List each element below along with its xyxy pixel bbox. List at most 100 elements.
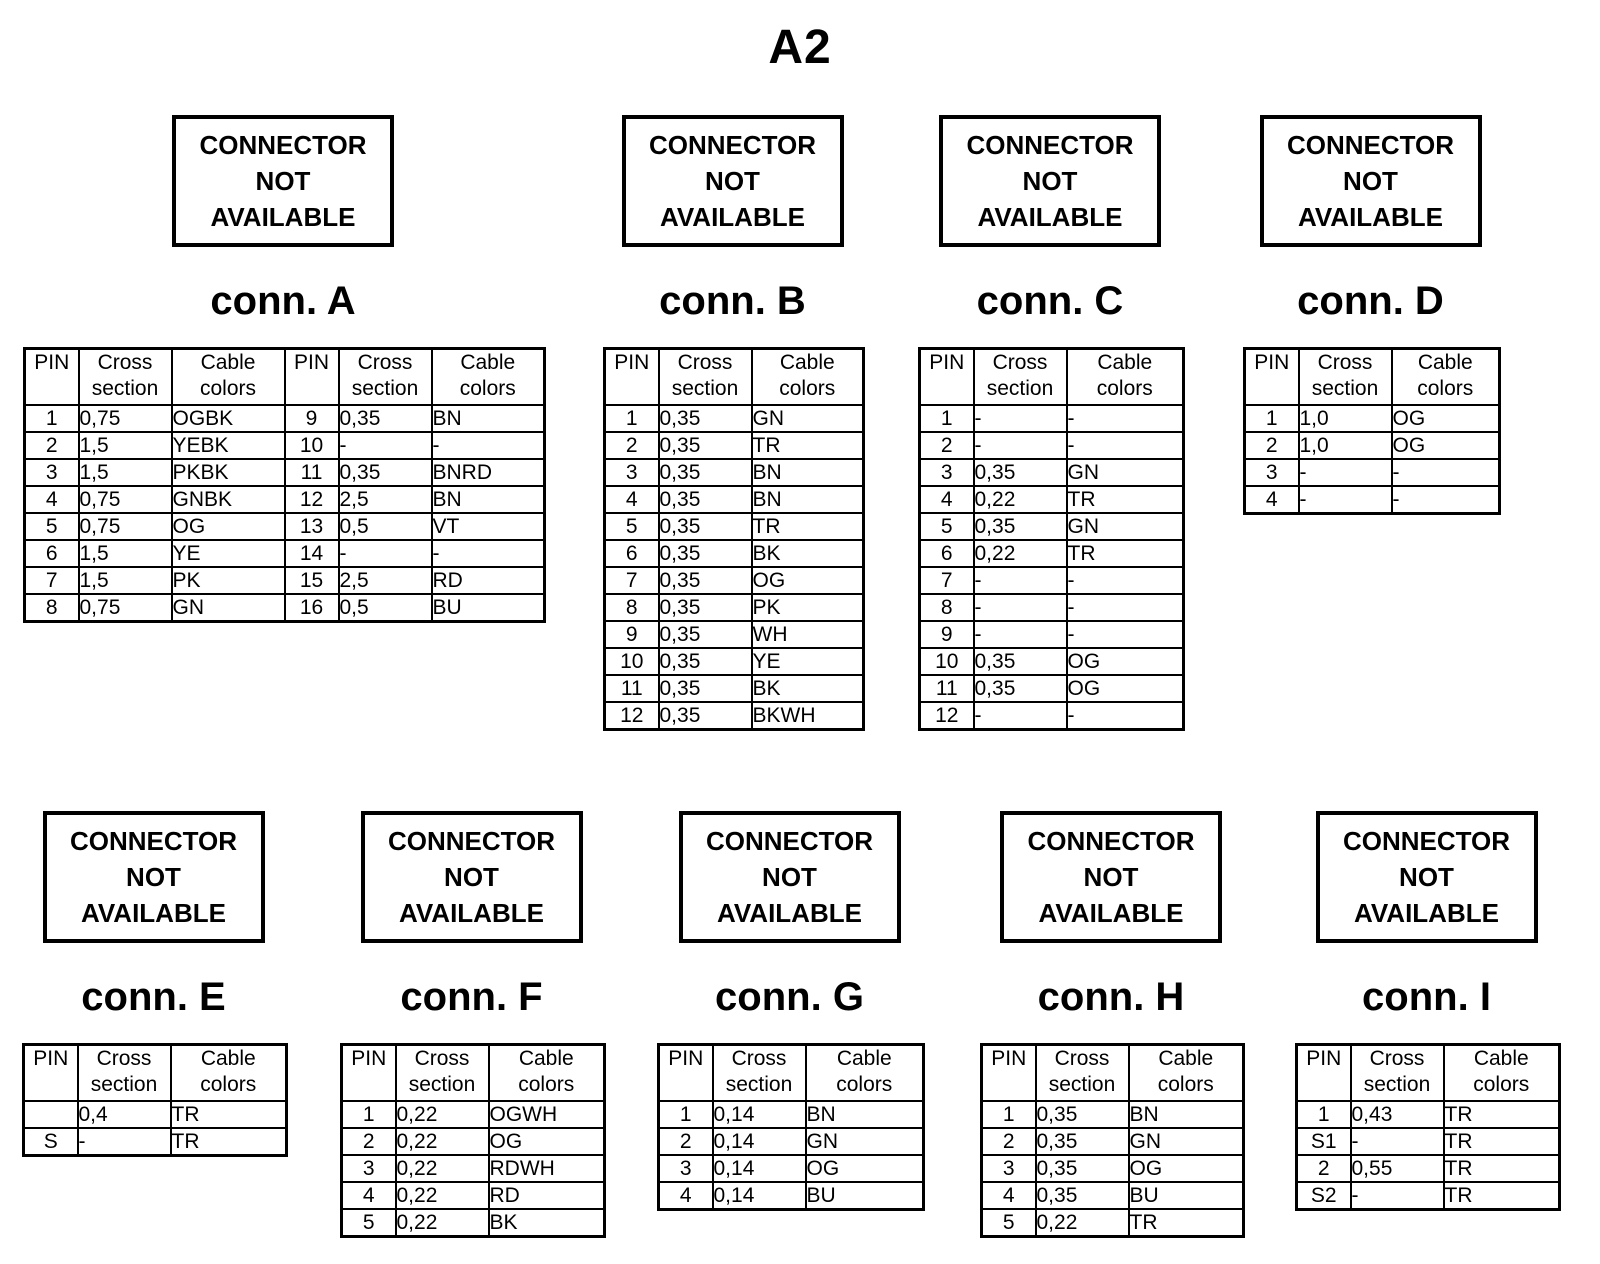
- pinout-row: 2--: [918, 431, 1185, 460]
- connector-not-available-box: CONNECTOR NOT AVAILABLE: [1000, 811, 1222, 943]
- cell-cross-section: 0,4: [76, 1100, 172, 1129]
- pinout-row: 1 0,14 BN: [657, 1100, 925, 1129]
- header-cell-cross-section: Cross section: [711, 1043, 807, 1102]
- pinout-row: 2 0,35 GN: [980, 1127, 1245, 1156]
- cell-cross-section: -: [972, 620, 1068, 649]
- cell-cable-colors: GN: [1065, 458, 1185, 487]
- pinout-row: 3 1,5 PKBK 11 0,35 BNRD: [23, 458, 546, 487]
- connector-not-available-box: CONNECTOR NOT AVAILABLE: [621, 115, 844, 247]
- cell-cross-section: 0,35: [657, 404, 753, 433]
- cell-pin: 10: [918, 647, 975, 676]
- cell-pin: 12: [918, 701, 975, 731]
- cell-pin: 14: [283, 539, 340, 568]
- cell-cable-colors: BU: [430, 593, 546, 623]
- cell-cross-section: 0,35: [657, 593, 753, 622]
- cell-cable-colors: GN: [750, 404, 865, 433]
- cell-cable-colors: BN: [804, 1100, 925, 1129]
- connector-not-available-text: AVAILABLE: [717, 898, 862, 928]
- cell-cable-colors: TR: [1127, 1208, 1245, 1238]
- cell-cable-colors: BN: [1127, 1100, 1245, 1129]
- cell-cross-section: 0,35: [972, 458, 1068, 487]
- cell-pin: 8: [603, 593, 660, 622]
- cell-cable-colors: YEBK: [170, 431, 286, 460]
- cell-cable-colors: TR: [169, 1100, 288, 1129]
- connector-not-available-text: CONNECTOR: [199, 130, 367, 160]
- connector-not-available-box: CONNECTOR NOT AVAILABLE: [678, 811, 901, 943]
- connector-group-b: CONNECTOR NOT AVAILABLE conn. B PIN Cross sec…: [603, 115, 865, 731]
- cell-cable-colors: TR: [1065, 485, 1185, 514]
- cell-pin: 5: [918, 512, 975, 541]
- cell-pin: 1: [918, 404, 975, 433]
- cell-cross-section: 0,35: [972, 512, 1068, 541]
- pinout-row: 4 0,14 BU: [657, 1181, 925, 1211]
- cell-cross-section: 0,35: [337, 404, 433, 433]
- header-cell-pin: PIN: [657, 1043, 714, 1102]
- pinout-row: 6 0,22 TR: [918, 539, 1185, 568]
- cell-cable-colors: -: [1065, 431, 1185, 460]
- cell-cross-section: -: [337, 431, 433, 460]
- connector-not-available-text: AVAILABLE: [660, 202, 805, 232]
- cell-cross-section: 0,14: [711, 1154, 807, 1183]
- header-cell-pin: PIN: [980, 1043, 1037, 1102]
- cell-pin: 2: [340, 1127, 397, 1156]
- pinout-row: 4 0,75 GNBK 12 2,5 BN: [23, 485, 546, 514]
- pinout-row: 1 1,0 OG: [1243, 404, 1501, 433]
- cell-cross-section: 0,22: [394, 1154, 490, 1183]
- cell-cross-section: 0,35: [657, 674, 753, 703]
- cell-cable-colors: BNRD: [430, 458, 546, 487]
- cell-pin: 16: [283, 593, 340, 623]
- pinout-table-h: PIN Cross section Cable colors 1 0,35 BN 2 0,35…: [980, 1043, 1245, 1238]
- cell-cross-section: 0,14: [711, 1100, 807, 1129]
- header-cell-cross-section: Cross section: [76, 1043, 172, 1102]
- cell-pin: 12: [283, 485, 340, 514]
- cell-pin: 11: [283, 458, 340, 487]
- cell-pin: 3: [340, 1154, 397, 1183]
- pinout-row: 1 0,22 OGWH: [340, 1100, 606, 1129]
- connector-not-available-box: CONNECTOR NOT AVAILABLE: [172, 115, 394, 247]
- cell-cross-section: 0,14: [711, 1181, 807, 1211]
- cell-cable-colors: BK: [487, 1208, 606, 1238]
- header-cell-cross-section: Cross section: [1034, 1043, 1130, 1102]
- cell-cable-colors: TR: [1442, 1100, 1561, 1129]
- page-title: A2: [768, 21, 832, 74]
- cell-pin: 4: [1243, 485, 1300, 515]
- cell-pin: 5: [340, 1208, 397, 1238]
- cell-pin: 3: [980, 1154, 1037, 1183]
- cell-cable-colors: YE: [170, 539, 286, 568]
- header-cell-cross-section: Cross section: [972, 347, 1068, 406]
- header-cell-cross-section: Cross section: [1349, 1043, 1445, 1102]
- pinout-row: 6 1,5 YE 14- -: [23, 539, 546, 568]
- cell-pin: 2: [1295, 1154, 1352, 1183]
- cell-cross-section: 0,35: [972, 674, 1068, 703]
- pinout-row: 2 0,14 GN: [657, 1127, 925, 1156]
- pinout-row: 4 0,22 RD: [340, 1181, 606, 1210]
- pinout-row: 5 0,35 TR: [603, 512, 865, 541]
- cell-cross-section: 0,35: [657, 566, 753, 595]
- pinout-table-i: PIN Cross section Cable colors 1 0,43 TR S1- TR…: [1295, 1043, 1561, 1211]
- cell-cable-colors: PK: [750, 593, 865, 622]
- cell-cable-colors: -: [1065, 593, 1185, 622]
- connector-label-d: conn. D: [1297, 279, 1444, 323]
- cell-cross-section: -: [1349, 1127, 1445, 1156]
- pinout-header-row: PIN Cross section Cable colors: [657, 1043, 925, 1102]
- cell-cross-section: 2,5: [337, 566, 433, 595]
- connector-not-available-text: CONNECTOR: [1027, 826, 1195, 856]
- cell-cable-colors: TR: [1442, 1154, 1561, 1183]
- header-cell-cross-section: Cross section: [657, 347, 753, 406]
- cell-pin: S2: [1295, 1181, 1352, 1211]
- cell-cable-colors: OGBK: [170, 404, 286, 433]
- cell-cable-colors: OG: [1065, 647, 1185, 676]
- cell-cable-colors: OG: [170, 512, 286, 541]
- cell-cross-section: 1,5: [77, 431, 173, 460]
- cell-pin: 13: [283, 512, 340, 541]
- cell-cable-colors: OG: [804, 1154, 925, 1183]
- pinout-row: 2 0,35 TR: [603, 431, 865, 460]
- pinout-table-g: PIN Cross section Cable colors 1 0,14 BN 2 0,14…: [657, 1043, 925, 1211]
- pinout-row: 11 0,35 OG: [918, 674, 1185, 703]
- header-cell-cable-colors: Cable colors: [1390, 347, 1501, 406]
- cell-pin: 6: [918, 539, 975, 568]
- cell-cross-section: 0,35: [657, 431, 753, 460]
- cell-pin: S1: [1295, 1127, 1352, 1156]
- cell-pin: 4: [340, 1181, 397, 1210]
- cell-pin: 3: [23, 458, 80, 487]
